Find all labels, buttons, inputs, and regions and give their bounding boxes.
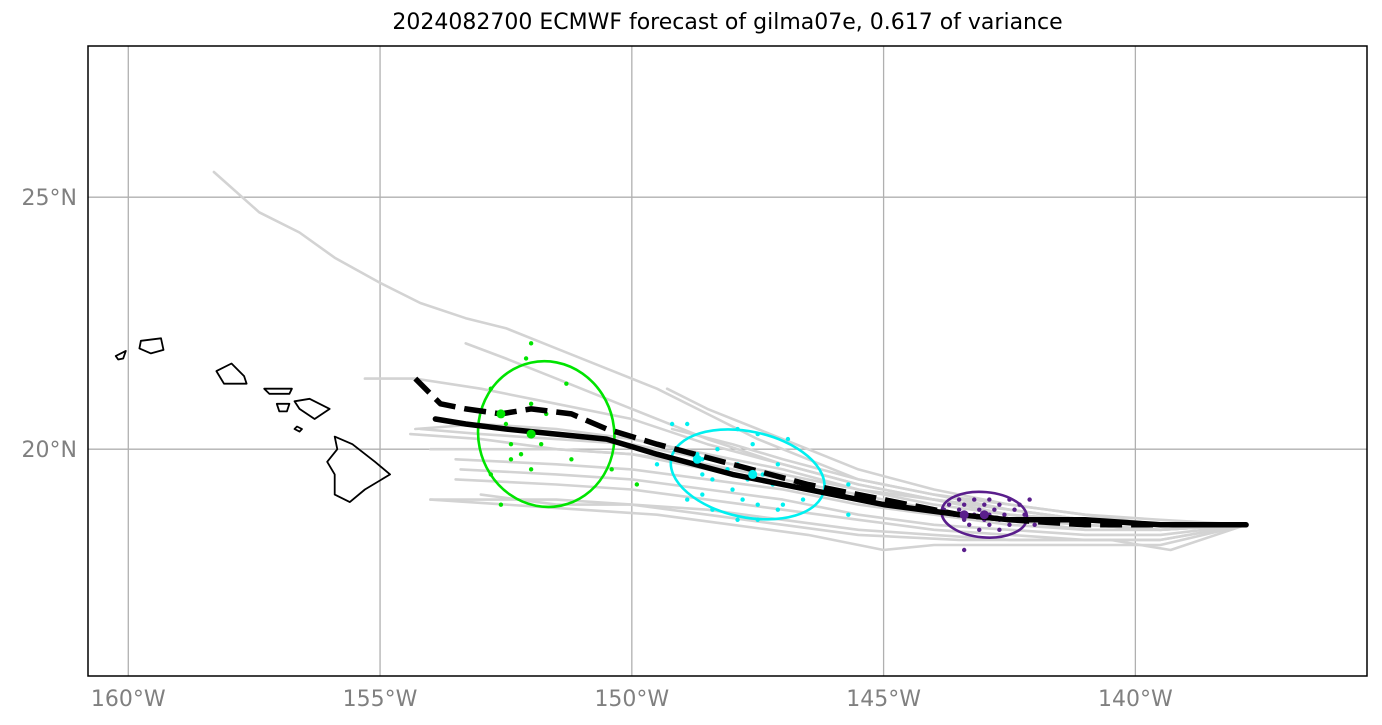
ensemble-point-green [528,467,534,472]
ensemble-point-purple [956,497,962,502]
ensemble-point-cyan [800,497,806,502]
uncertainty-ellipse-green [476,359,616,509]
chart-title: 2024082700 ECMWF forecast of gilma07e, 0… [392,10,1063,35]
ensemble-point-purple [1002,512,1007,517]
ensemble-point-purple [982,502,987,507]
ensemble-point-cyan [846,512,851,517]
mean-position-cyan [748,469,758,479]
ensemble-point-green [528,341,534,346]
ensemble-point-cyan [780,502,786,507]
ensemble-point-green [503,421,509,427]
ensemble-point-cyan [750,441,755,447]
ensemble-point-green [498,502,504,507]
x-tick-label: 160°W [91,687,166,712]
ensemble-point-cyan [730,487,735,492]
x-tick-label: 140°W [1098,687,1173,712]
ensemble-point-green [528,401,534,407]
ensemble-track [459,468,1248,537]
ensemble-point-green [569,457,574,462]
mean-position-cyan [692,454,702,464]
x-tick-label: 145°W [846,687,921,712]
ensemble-point-purple [972,497,977,502]
ensemble-point-purple [977,527,982,533]
x-tick-label: 150°W [594,687,669,712]
ensemble-point-purple [961,502,967,507]
island-coastline [326,435,392,504]
ensemble-point-purple [956,507,962,512]
ensemble-point-purple [967,522,972,527]
ensemble-point-purple [1012,507,1017,512]
island-coastline [215,362,248,385]
ensemble-point-cyan [735,517,740,522]
ensemble-point-purple [1032,522,1037,527]
plot-frame [87,45,1368,677]
ensemble-point-cyan [755,502,760,507]
ensemble-point-cyan [715,447,720,452]
ensemble-point-green [634,482,640,487]
island-coastline [114,349,127,361]
ensemble-point-purple [987,497,992,502]
ensemble-point-purple [992,507,997,512]
ensemble-point-cyan [740,497,745,502]
ensemble-point-purple [977,507,982,512]
ensemble-point-cyan [710,477,715,482]
y-tick-label: 20°N [22,438,77,463]
ensemble-point-green [609,467,614,472]
ensemble-track [429,447,1248,532]
ensemble-point-cyan [775,462,781,467]
mean-position-purple [979,510,989,520]
island-coastline [138,337,165,355]
mean-track-solid [432,416,1249,528]
gridlines [88,46,1367,676]
ensemble-point-green [508,457,514,462]
ensemble-point-cyan [685,421,690,427]
island-coastline [293,425,303,433]
ensemble-point-purple [961,547,967,553]
ensemble-point-cyan [685,497,690,502]
ensemble-track [418,427,1248,532]
island-coastline [293,397,331,420]
mean-position-green [496,409,506,419]
mean-position-green [526,429,536,439]
ensemble-point-purple [987,522,992,527]
axis-tick-labels: 160°W 155°W 150°W 145°W 140°W 20°N 25°N [22,186,1173,712]
ensemble-point-cyan [654,462,660,467]
ensemble-point-cyan [846,482,851,487]
ensemble-track [429,498,1248,552]
ensemble-point-purple [946,502,952,507]
island-coastline [275,402,291,413]
ensemble-point-green [518,452,524,457]
ensemble-track [479,493,1248,552]
ensemble-point-cyan [669,421,675,427]
x-tick-label: 155°W [343,687,418,712]
ensemble-point-green [538,441,544,447]
ensemble-point-green [508,441,514,447]
ensemble-point-purple [997,527,1002,533]
mean-position-purple [959,510,969,520]
ensemble-point-purple [997,502,1002,507]
ensemble-point-green [523,356,529,361]
ensemble-point-cyan [785,436,791,442]
ensemble-point-cyan [700,492,705,497]
ensemble-point-green [564,381,569,386]
ensemble-point-purple [1007,522,1012,527]
plot-area [114,170,1249,553]
ensemble-point-cyan [775,507,781,512]
ensemble-point-cyan [700,472,705,477]
ensemble-point-purple [1027,497,1032,502]
y-tick-label: 25°N [22,186,77,211]
island-coastline [263,387,293,395]
